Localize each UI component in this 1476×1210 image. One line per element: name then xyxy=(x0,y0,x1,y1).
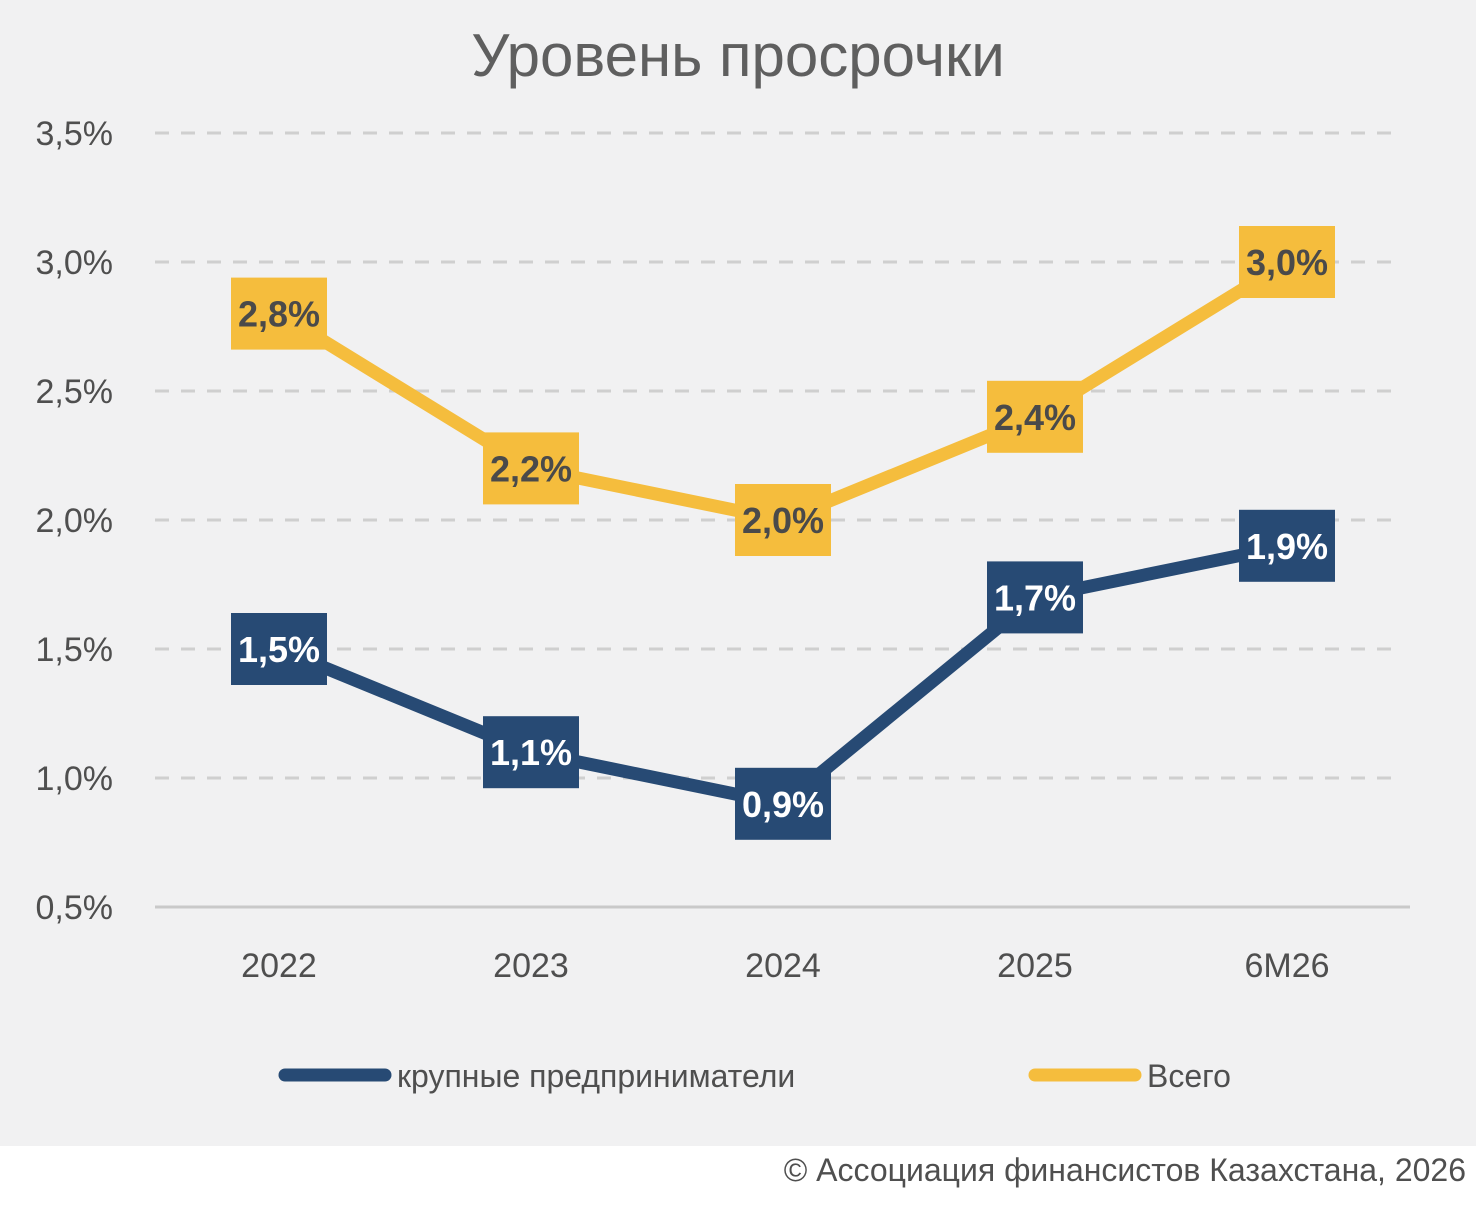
data-label-text: 1,5% xyxy=(238,629,320,670)
source-credit: © Ассоциация финансистов Казахстана, 202… xyxy=(783,1152,1466,1188)
data-label-0-4: 1,9% xyxy=(1239,509,1335,582)
data-label-1-2: 2,0% xyxy=(735,484,831,556)
data-label-text: 1,1% xyxy=(490,732,572,773)
data-label-box xyxy=(987,561,1083,634)
x-tick-label: 2023 xyxy=(493,947,569,985)
data-label-1-0: 2,8% xyxy=(231,277,327,350)
data-label-box xyxy=(735,484,831,556)
data-label-text: 2,4% xyxy=(994,397,1076,438)
data-label-0-3: 1,7% xyxy=(987,561,1083,634)
chart-panel: Уровень просрочки 0,5% 1,0% 1,5% 2,0% 2,5% 3,… xyxy=(0,0,1476,1146)
data-label-0-0: 1,5% xyxy=(231,613,327,685)
data-label-box xyxy=(1239,509,1335,582)
y-tick-label: 1,5% xyxy=(36,631,114,669)
data-label-1-1: 2,2% xyxy=(483,432,579,505)
x-tick-label: 2024 xyxy=(745,947,821,985)
y-axis-ticks: 0,5% 1,0% 1,5% 2,0% 2,5% 3,0% 3,5% xyxy=(36,115,114,927)
data-label-1-4: 3,0% xyxy=(1239,226,1335,298)
data-label-1-3: 2,4% xyxy=(987,380,1083,453)
x-tick-label: 2025 xyxy=(997,947,1073,985)
data-label-text: 2,2% xyxy=(490,448,572,489)
data-label-box xyxy=(231,277,327,350)
data-label-0-1: 1,1% xyxy=(483,716,579,789)
x-tick-label: 6М26 xyxy=(1244,947,1329,985)
data-label-box xyxy=(231,613,327,685)
legend-label-0: крупные предприниматели xyxy=(397,1058,795,1094)
y-tick-label: 2,0% xyxy=(36,502,114,540)
y-tick-label: 1,0% xyxy=(36,760,114,798)
data-label-box xyxy=(483,716,579,789)
data-label-text: 2,8% xyxy=(238,294,320,335)
x-tick-label: 2022 xyxy=(241,947,317,985)
legend: крупные предприниматели Всего xyxy=(278,1058,1231,1094)
data-label-0-2: 0,9% xyxy=(735,767,831,840)
grid-lines xyxy=(155,131,1410,909)
line-chart: Уровень просрочки 0,5% 1,0% 1,5% 2,0% 2,5% 3,… xyxy=(36,22,1410,1094)
y-tick-label: 0,5% xyxy=(36,889,114,927)
y-tick-label: 3,0% xyxy=(36,244,114,282)
data-label-text: 3,0% xyxy=(1246,242,1328,283)
series-line-0 xyxy=(272,539,1294,811)
legend-label-1: Всего xyxy=(1147,1058,1231,1094)
x-axis-ticks: 2022 2023 2024 2025 6М26 xyxy=(241,947,1329,985)
data-labels: 1,5% 1,1% 0,9% 1,7% 1,9% 2,8% 2,2% 2,0% 2,4% 3,0% xyxy=(231,226,1335,840)
y-tick-label: 3,5% xyxy=(36,115,114,153)
data-label-box xyxy=(735,767,831,840)
y-tick-label: 2,5% xyxy=(36,373,114,411)
data-label-text: 1,7% xyxy=(994,577,1076,618)
data-label-box xyxy=(1239,226,1335,298)
data-label-text: 1,9% xyxy=(1246,526,1328,567)
data-label-text: 2,0% xyxy=(742,500,824,541)
chart-title: Уровень просрочки xyxy=(471,22,1004,89)
data-label-box xyxy=(987,380,1083,453)
data-label-text: 0,9% xyxy=(742,784,824,825)
data-label-box xyxy=(483,432,579,505)
